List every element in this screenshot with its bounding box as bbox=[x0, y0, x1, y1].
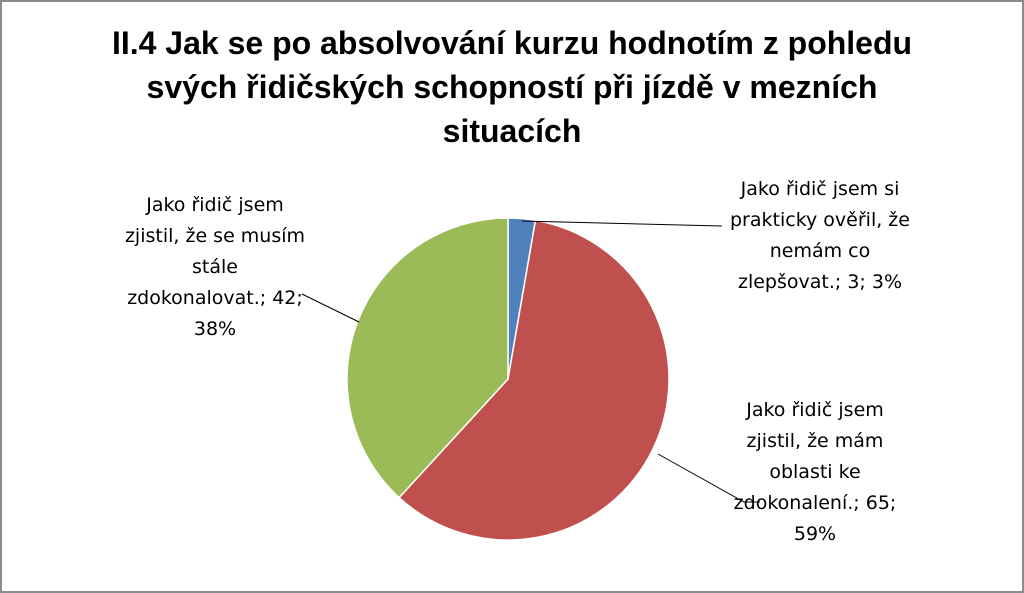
data-label-3-line-1: Jako řidič jsem bbox=[145, 194, 284, 216]
pie-slice-3 bbox=[346, 217, 509, 499]
data-label-2-line-1: Jako řidič jsem bbox=[745, 399, 884, 421]
data-label-1-line-1: Jako řidič jsem si bbox=[740, 178, 900, 200]
data-label-3-line-2: zjistil, že se musím bbox=[125, 225, 305, 247]
chart-title-line-3: situacích bbox=[443, 113, 582, 149]
data-label-3-line-5: 38% bbox=[194, 318, 236, 340]
chart-title: II.4 Jak se po absolvování kurzu hodnotí… bbox=[112, 25, 912, 149]
data-label-2-line-5: 59% bbox=[794, 523, 836, 545]
leader-line-1 bbox=[521, 220, 723, 227]
data-label-1-line-2: prakticky ověřil, že bbox=[730, 209, 910, 231]
pie-slices bbox=[346, 217, 670, 541]
data-label-3-line-3: stále bbox=[192, 256, 238, 278]
data-label-2-line-4: zdokonalení.; 65; bbox=[734, 492, 897, 514]
leader-lines bbox=[301, 220, 760, 503]
chart-title-line-2: svých řidičských schopností při jízdě v … bbox=[147, 69, 878, 105]
chart-title-line-1: II.4 Jak se po absolvování kurzu hodnotí… bbox=[112, 25, 912, 61]
data-label-3-line-4: zdokonalovat.; 42; bbox=[127, 287, 303, 309]
leader-line-2 bbox=[657, 453, 760, 503]
data-label-1-line-3: nemám co bbox=[770, 240, 871, 262]
leader-line-3 bbox=[301, 293, 360, 323]
pie-slice-2 bbox=[398, 219, 670, 541]
data-label-2-line-2: zjistil, že mám bbox=[747, 430, 884, 452]
data-labels: Jako řidič jsem si prakticky ověřil, že ne… bbox=[125, 178, 910, 545]
data-label-1-line-4: zlepšovat.; 3; 3% bbox=[738, 271, 902, 293]
data-label-2-line-3: oblasti ke bbox=[769, 461, 860, 483]
